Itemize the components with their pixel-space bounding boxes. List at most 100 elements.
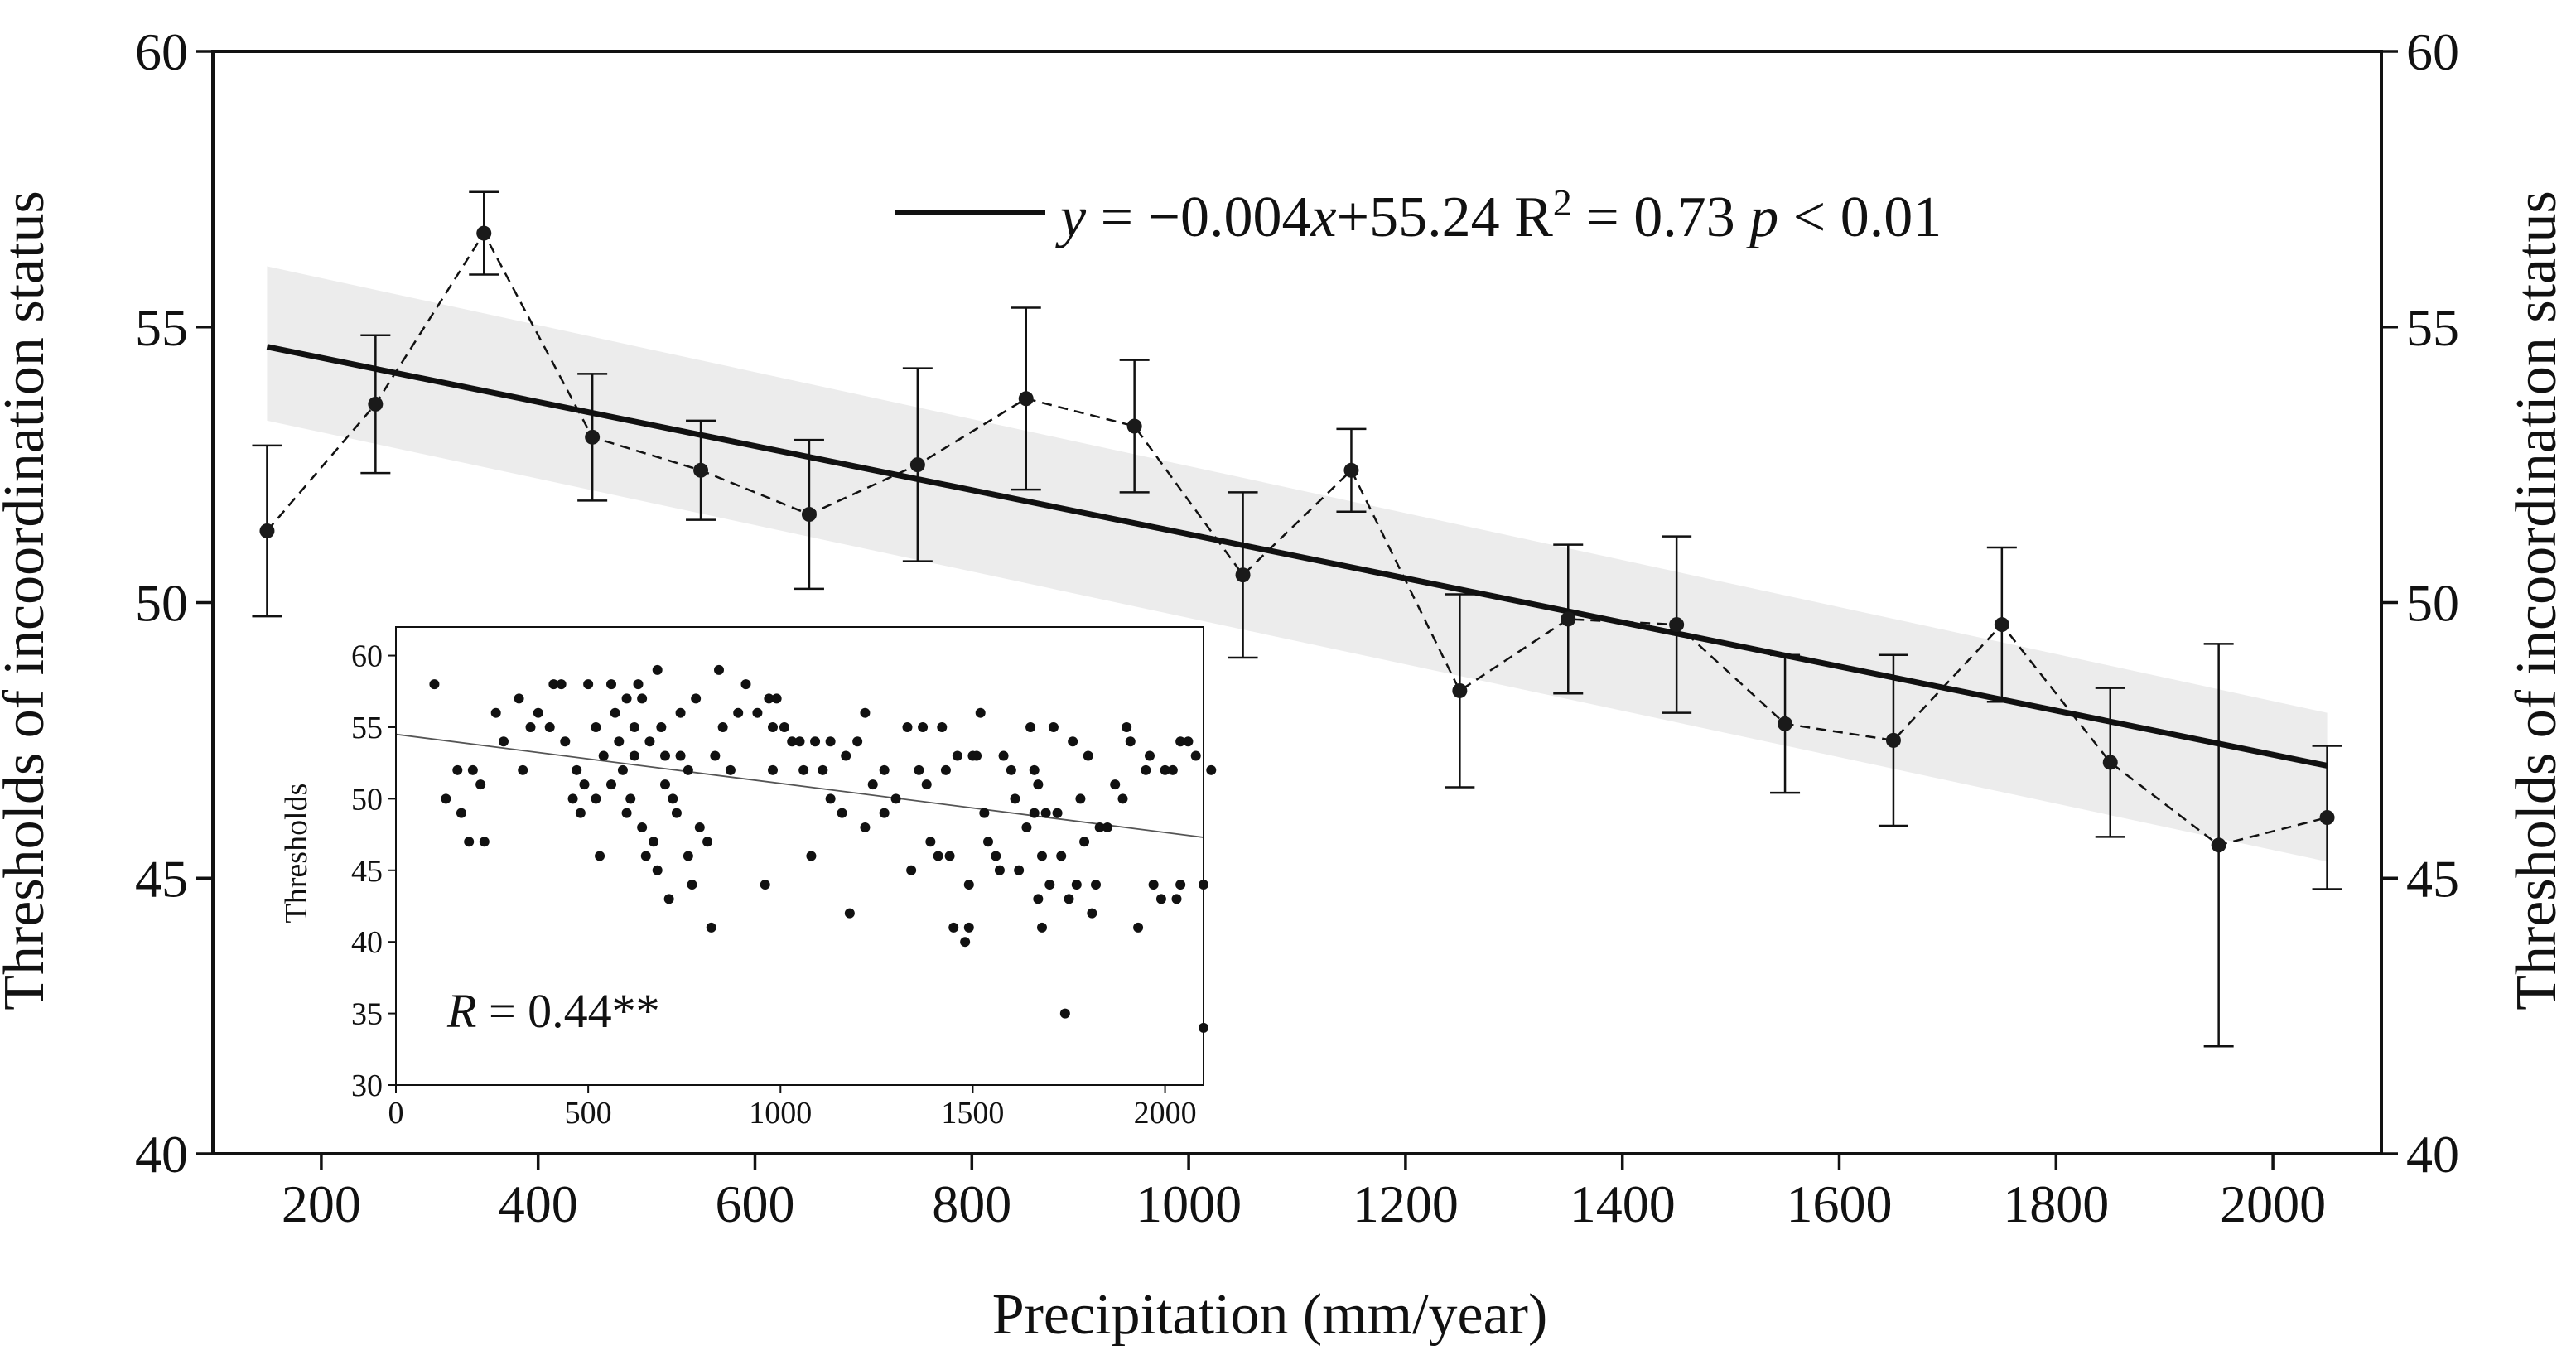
inset-frame — [395, 626, 1204, 1086]
inset-point — [456, 808, 466, 818]
x-tick-label: 1600 — [1787, 1174, 1893, 1233]
inset-point — [1206, 764, 1217, 775]
inset-point — [625, 793, 636, 804]
inset-x-axis: 0 500 1000 1500 2000 — [388, 1085, 1197, 1131]
inset-point — [1037, 922, 1047, 933]
inset-point — [1141, 764, 1151, 775]
x-tick-label: 400 — [499, 1174, 578, 1233]
inset-point — [475, 779, 486, 790]
inset-point — [675, 750, 686, 761]
inset-point — [1171, 894, 1182, 904]
data-point — [1126, 418, 1142, 434]
inset-point — [617, 764, 628, 775]
inset-trend-path — [395, 733, 1204, 838]
inset-point — [633, 679, 644, 690]
inset-point — [518, 764, 528, 775]
inset-point — [760, 880, 770, 890]
inset-point — [464, 837, 475, 847]
y-tick-label-right: 45 — [2406, 849, 2459, 908]
confidence-band — [267, 266, 2328, 862]
data-point — [1452, 682, 1468, 698]
data-point — [1561, 611, 1576, 627]
fit-label-x: x — [1310, 186, 1337, 249]
inset-point — [810, 736, 821, 747]
inset-point — [621, 693, 632, 704]
series-dashed-line — [266, 231, 2328, 846]
inset-point — [637, 693, 648, 704]
x-tick-label: 1400 — [1570, 1174, 1676, 1233]
inset-y-tick-label: 55 — [351, 711, 383, 745]
inset-point — [764, 693, 774, 704]
inset-point — [668, 793, 678, 804]
data-point — [476, 225, 492, 241]
x-axis: 200 400 600 800 1000 1200 1400 1600 1800 2000 — [282, 1154, 2326, 1233]
data-point — [1235, 567, 1251, 583]
inset-point — [1110, 779, 1121, 790]
inset-point — [983, 837, 993, 847]
inset-point — [1048, 721, 1059, 732]
inset-point — [706, 922, 716, 933]
inset-x-tick-label: 0 — [388, 1096, 404, 1131]
inset-point — [991, 851, 1001, 861]
inset-point — [740, 679, 751, 690]
inset-point — [1102, 822, 1112, 832]
inset-point — [640, 851, 651, 861]
fit-label-r2: = 0.73 — [1572, 186, 1749, 249]
inset-point — [975, 707, 986, 718]
x-tick-label: 800 — [932, 1174, 1011, 1233]
inset-point — [963, 922, 974, 933]
inset-point — [671, 808, 682, 818]
inset-x-tick-label: 500 — [565, 1096, 612, 1131]
y-tick-label-left: 40 — [135, 1125, 188, 1184]
inset-x-tick-label: 2000 — [1134, 1096, 1197, 1131]
data-point — [1343, 462, 1359, 478]
inset-point — [675, 707, 686, 718]
inset-point — [841, 750, 851, 761]
inset-point — [1087, 908, 1097, 919]
inset-point — [1083, 750, 1093, 761]
x-tick-label: 1800 — [2003, 1174, 2109, 1233]
inset-point — [768, 764, 778, 775]
inset-point — [1167, 764, 1178, 775]
inset-y-tick-label: 35 — [351, 997, 383, 1032]
inset-point — [610, 707, 620, 718]
data-point — [368, 396, 384, 412]
inset-point — [1021, 822, 1032, 832]
inset-point — [787, 736, 798, 747]
inset-point — [1029, 808, 1040, 818]
y-tick-label-left: 45 — [135, 849, 188, 908]
inset-point — [1029, 764, 1040, 775]
inset-point — [979, 808, 990, 818]
x-tick-label: 2000 — [2220, 1174, 2326, 1233]
y-tick-label-right: 60 — [2406, 22, 2459, 81]
inset-y-tick-label: 30 — [351, 1068, 383, 1103]
inset-point — [1025, 721, 1036, 732]
inset-point — [1044, 880, 1055, 890]
inset-point — [1068, 736, 1078, 747]
inset-point — [629, 721, 639, 732]
inset-point — [595, 851, 605, 861]
inset-point — [591, 793, 601, 804]
data-point — [1018, 391, 1034, 407]
regression-line — [266, 344, 2328, 769]
inset-point — [725, 764, 736, 775]
fit-label-pval: < 0.01 — [1778, 186, 1942, 249]
inset-point — [937, 721, 948, 732]
inset-point — [1091, 880, 1101, 890]
inset-y-tick-label: 40 — [351, 925, 383, 960]
fit-label-equation: = −0.004 — [1086, 186, 1310, 249]
inset-point — [525, 721, 536, 732]
inset-point — [860, 707, 871, 718]
inset-point — [591, 721, 601, 732]
inset-background — [396, 627, 1204, 1085]
inset-point — [717, 721, 728, 732]
fit-label-p: p — [1745, 186, 1778, 249]
inset-point — [825, 736, 836, 747]
inset-point — [1175, 880, 1186, 890]
inset-point — [660, 750, 670, 761]
x-tick-label: 600 — [716, 1174, 795, 1233]
inset-point — [567, 793, 578, 804]
inset-point — [998, 750, 1009, 761]
inset-point — [1006, 764, 1016, 775]
